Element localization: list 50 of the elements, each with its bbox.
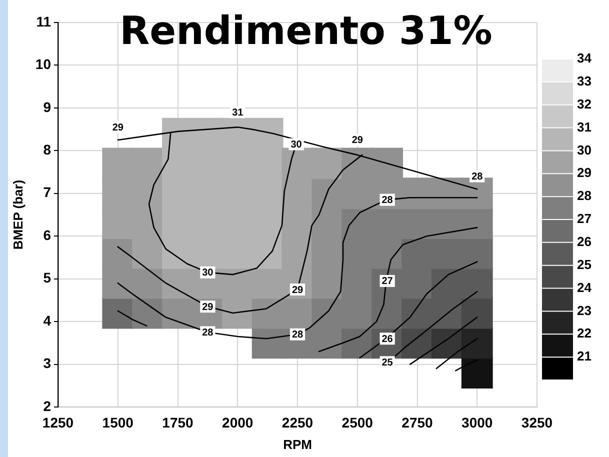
color-bar-label: 23 (577, 302, 592, 318)
x-tick-label: 3000 (462, 414, 493, 430)
annotation: 29 (352, 135, 364, 146)
color-bar-label: 34 (577, 50, 592, 66)
annotation: 28 (382, 195, 394, 206)
color-bar-label: 33 (577, 74, 592, 89)
y-tick-label: 8 (43, 142, 52, 158)
chart-title: Rendimento 31% (120, 9, 492, 54)
y-tick-label: 5 (43, 270, 52, 286)
x-tick-label: 2750 (402, 414, 434, 430)
y-tick-label: 7 (43, 184, 52, 200)
color-bar-label: 27 (577, 211, 592, 226)
y-tick-label: 11 (36, 13, 52, 30)
y-tick-label: 9 (43, 98, 52, 115)
annotation: 29 (292, 284, 304, 296)
y-tick-label: 4 (43, 312, 52, 328)
color-bar-label: 22 (577, 326, 592, 341)
y-axis-title: BMEP (bar) (10, 180, 26, 250)
annotation: 29 (112, 122, 124, 134)
annotation: 31 (232, 107, 244, 118)
annotation: 28 (472, 172, 484, 183)
annotation: 27 (382, 276, 394, 288)
y-tick-label: 6 (43, 226, 52, 243)
annotation: 30 (202, 268, 214, 279)
color-bar-label: 32 (577, 96, 592, 112)
color-bar-label: 24 (577, 280, 592, 295)
x-tick-label: 3250 (521, 414, 553, 430)
y-tick-label: 10 (35, 56, 52, 72)
y-tick-label: 3 (43, 355, 52, 372)
annotation: 28 (202, 327, 214, 338)
color-bar-label: 28 (577, 188, 592, 204)
x-tick-label: 1500 (102, 414, 134, 430)
x-tick-label: 2000 (222, 414, 254, 430)
color-bar-label: 29 (577, 165, 592, 180)
color-bar-label: 31 (577, 119, 592, 134)
annotation: 25 (382, 357, 394, 368)
x-tick-label: 2500 (342, 414, 374, 430)
x-tick-label: 1250 (42, 414, 74, 430)
x-tick-label: 1750 (162, 414, 194, 430)
color-bar-label: 25 (577, 256, 592, 272)
x-tick-label: 2250 (282, 414, 314, 430)
x-axis-title: RPM (283, 436, 312, 452)
color-bar-label: 21 (577, 348, 592, 364)
color-bar-label: 26 (577, 234, 592, 250)
annotation: 28 (292, 330, 304, 341)
y-tick-label: 2 (43, 398, 52, 414)
annotation: 30 (290, 140, 302, 151)
annotation: 26 (382, 334, 394, 345)
annotation: 29 (202, 302, 214, 313)
color-bar-label: 30 (577, 142, 592, 158)
